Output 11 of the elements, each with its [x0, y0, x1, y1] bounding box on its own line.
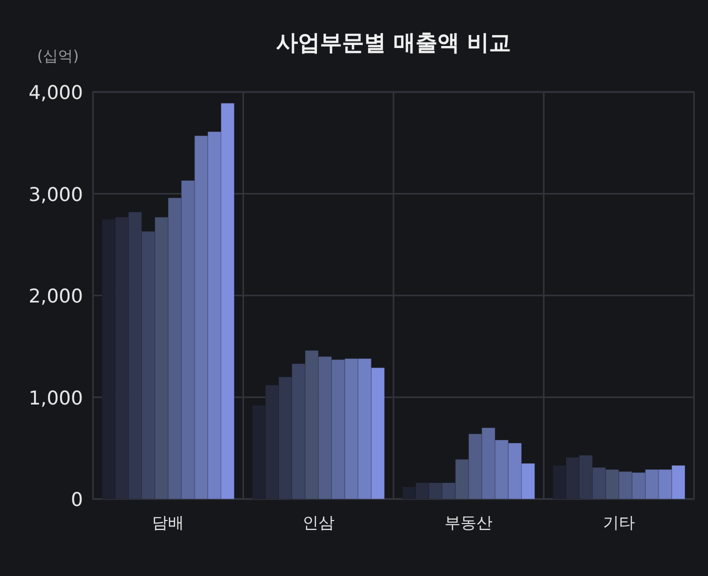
- y-tick-label: 3,000: [28, 184, 83, 206]
- y-tick-label: 4,000: [28, 82, 83, 104]
- x-tick-label: 담배: [152, 513, 184, 532]
- chart-title: 사업부문별 매출액 비교: [276, 31, 512, 56]
- x-tick-label: 인삼: [302, 513, 334, 532]
- y-axis-title: (십억): [37, 47, 79, 65]
- x-tick-label: 기타: [602, 513, 635, 532]
- x-tick-label: 부동산: [444, 513, 493, 532]
- y-tick-label: 2,000: [28, 286, 83, 308]
- y-tick-label: 0: [70, 489, 83, 511]
- y-tick-label: 1,000: [28, 387, 83, 410]
